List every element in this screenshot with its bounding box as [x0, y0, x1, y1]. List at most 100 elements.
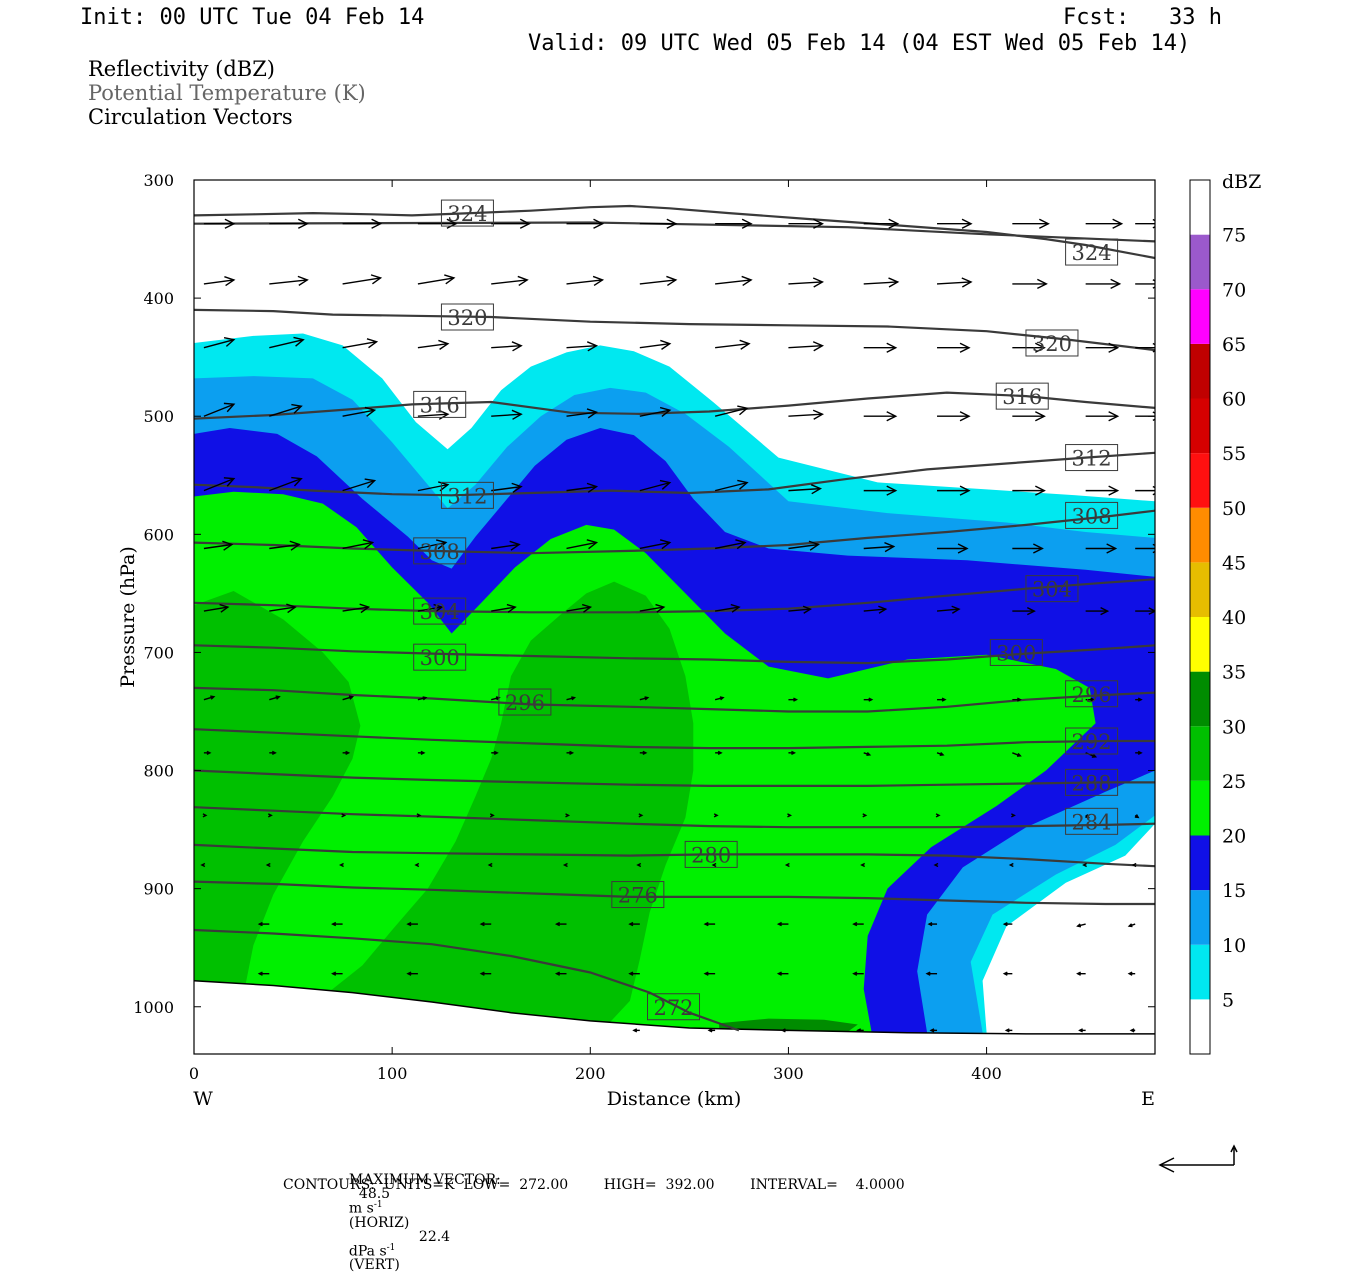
circulation-vector-3-8 — [788, 409, 824, 420]
circulation-vector-9-1 — [267, 813, 273, 818]
isentrope-284-11 — [194, 806, 1155, 829]
circulation-vector-10-7 — [711, 862, 717, 868]
circulation-vector-1-5 — [566, 275, 605, 286]
y-tick-label-600: 600 — [143, 525, 174, 544]
circulation-vector-6-3 — [417, 603, 444, 613]
svg-text:272: 272 — [653, 996, 693, 1020]
circulation-vector-2-5 — [566, 341, 599, 352]
isentrope-label-312-1: 312 — [1065, 444, 1119, 472]
circulation-vector-9-2 — [341, 813, 347, 818]
circulation-vector-10-1 — [265, 862, 271, 868]
field-vectors: Circulation Vectors — [88, 105, 293, 129]
circulation-vector-10-6 — [636, 862, 642, 868]
circulation-vector-5-9 — [863, 541, 896, 553]
circulation-vector-1-9 — [863, 277, 900, 288]
circulation-vector-4-5 — [566, 482, 599, 493]
circulation-vector-10-11 — [1008, 862, 1014, 868]
circulation-vector-6-13 — [1135, 607, 1155, 615]
circulation-vector-6-9 — [863, 605, 888, 614]
circulation-vector-2-10 — [937, 342, 971, 353]
colorbar-box-3 — [1190, 835, 1210, 891]
circulation-vector-7-0 — [203, 695, 216, 701]
circulation-vector-9-3 — [416, 813, 422, 818]
max-vert-value: 22.4 — [418, 1228, 451, 1245]
isentrope-324-0 — [194, 204, 1155, 260]
circulation-vector-4-7 — [714, 479, 749, 492]
svg-text:324: 324 — [1072, 241, 1112, 265]
isentrope-label-284-0: 284 — [1065, 807, 1119, 835]
circulation-vector-9-11 — [1011, 813, 1016, 818]
circulation-vector-7-12 — [1085, 697, 1096, 702]
colorbar-box-0 — [1190, 999, 1210, 1054]
isentrope-292-9 — [194, 728, 1155, 750]
max-vert-suffix: (VERT) — [348, 1257, 400, 1273]
x-axis-west-label: W — [193, 1088, 213, 1110]
circulation-vector-7-13 — [1135, 697, 1143, 702]
colorbar-box-15 — [1190, 180, 1210, 235]
colorbar-label-60: 60 — [1222, 389, 1246, 411]
circulation-vector-10-0 — [200, 862, 206, 868]
colorbar-box-4 — [1190, 780, 1210, 836]
circulation-vector-6-0 — [203, 603, 230, 613]
circulation-vector-7-11 — [1012, 697, 1022, 702]
circulation-vector-9-12 — [1085, 814, 1090, 819]
circulation-vector-9-7 — [713, 813, 719, 818]
circulation-vector-3-10 — [937, 411, 971, 422]
y-axis-label: Pressure (hPa) — [117, 546, 139, 688]
svg-text:288: 288 — [1072, 771, 1112, 795]
isentrope-276-13 — [194, 880, 1155, 906]
circulation-vector-1-11 — [1012, 278, 1048, 290]
isentrope-label-324-0: 324 — [440, 199, 494, 227]
circulation-vector-6-8 — [788, 605, 812, 614]
circulation-vector-0-12 — [1085, 218, 1124, 229]
circulation-vector-1-3 — [417, 274, 456, 285]
colorbar-label-40: 40 — [1222, 607, 1246, 629]
circulation-vector-3-6 — [639, 406, 672, 417]
circulation-vector-2-6 — [639, 339, 672, 350]
colorbar-box-14 — [1190, 234, 1210, 290]
terrain-mask — [194, 980, 1155, 1054]
circulation-vector-1-1 — [269, 275, 309, 286]
circulation-vector-13-6 — [1078, 1028, 1086, 1033]
y-tick-label-700: 700 — [143, 643, 174, 662]
colorbar-label-5: 5 — [1222, 989, 1234, 1011]
circulation-vector-4-1 — [269, 476, 303, 492]
svg-text:320: 320 — [447, 306, 487, 330]
isentrope-296-8 — [194, 686, 1155, 713]
circulation-vector-5-12 — [1085, 543, 1118, 554]
isentrope-label-320-0: 320 — [440, 303, 494, 331]
circulation-vector-6-2 — [342, 603, 371, 614]
x-tick-label-0: 0 — [189, 1064, 199, 1083]
svg-text:312: 312 — [447, 484, 487, 508]
x-axis-east-label: E — [1141, 1088, 1155, 1110]
circulation-vector-6-1 — [269, 603, 297, 614]
circulation-vector-9-5 — [565, 813, 571, 818]
field-reflectivity: Reflectivity (dBZ) — [88, 57, 276, 81]
colorbar-label-55: 55 — [1222, 443, 1246, 465]
circulation-vector-8-5 — [566, 750, 575, 755]
isentrope-label-312-0: 312 — [440, 481, 494, 509]
contours-line: CONTOURS: UNITS=K LOW= 272.00 HIGH= 392.… — [283, 1177, 905, 1193]
circulation-vector-3-9 — [863, 411, 898, 422]
circulation-vector-11-5 — [628, 921, 640, 927]
isentrope-300-7 — [194, 644, 1155, 665]
circulation-vector-0-5 — [566, 218, 605, 229]
circulation-vector-12-10 — [1002, 971, 1013, 976]
y-tick-label-300: 300 — [143, 171, 174, 190]
circulation-vector-1-8 — [788, 277, 824, 288]
circulation-vector-6-10 — [936, 605, 961, 614]
isentrope-308-5 — [194, 509, 1155, 555]
circulation-vector-0-10 — [937, 218, 973, 229]
colorbar-label-25: 25 — [1222, 771, 1246, 793]
colorbar-label-35: 35 — [1222, 662, 1246, 684]
circulation-vector-3-2 — [342, 406, 377, 417]
isentrope-280-12 — [194, 843, 1155, 868]
circulation-vector-0-3 — [417, 218, 458, 229]
colorbar-label-20: 20 — [1222, 826, 1246, 848]
svg-text:280: 280 — [691, 843, 731, 867]
y-tick-label-1000: 1000 — [133, 998, 174, 1017]
colorbar-label-30: 30 — [1222, 716, 1246, 738]
isentrope-324-1 — [194, 221, 1155, 243]
circulation-vector-2-8 — [788, 341, 824, 352]
circulation-vector-2-4 — [491, 341, 523, 352]
